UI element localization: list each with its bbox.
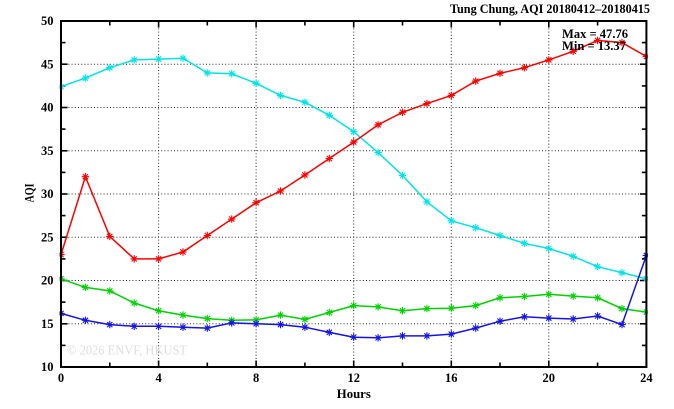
svg-text:15: 15 [41, 317, 54, 331]
svg-text:25: 25 [41, 230, 54, 244]
svg-text:Max = 47.76: Max = 47.76 [562, 27, 628, 41]
svg-text:45: 45 [41, 58, 54, 72]
svg-text:Min = 13.37: Min = 13.37 [562, 39, 626, 53]
svg-text:4: 4 [155, 371, 162, 385]
svg-text:30: 30 [41, 187, 54, 201]
svg-text:50: 50 [41, 14, 54, 28]
svg-text:© 2026 ENVF, HKUST: © 2026 ENVF, HKUST [67, 344, 187, 359]
svg-text:0: 0 [58, 371, 64, 385]
svg-text:35: 35 [41, 144, 54, 158]
svg-text:40: 40 [41, 101, 54, 115]
svg-text:20: 20 [543, 371, 556, 385]
svg-text:12: 12 [347, 371, 360, 385]
svg-text:Tung Chung, AQI 20180412–20180: Tung Chung, AQI 20180412–20180415 [450, 2, 650, 16]
svg-text:24: 24 [640, 371, 653, 385]
svg-text:20: 20 [41, 274, 54, 288]
svg-text:16: 16 [445, 371, 458, 385]
svg-text:8: 8 [253, 371, 259, 385]
svg-text:Hours: Hours [337, 387, 371, 401]
svg-text:10: 10 [41, 360, 54, 374]
svg-text:AQI: AQI [23, 183, 37, 202]
